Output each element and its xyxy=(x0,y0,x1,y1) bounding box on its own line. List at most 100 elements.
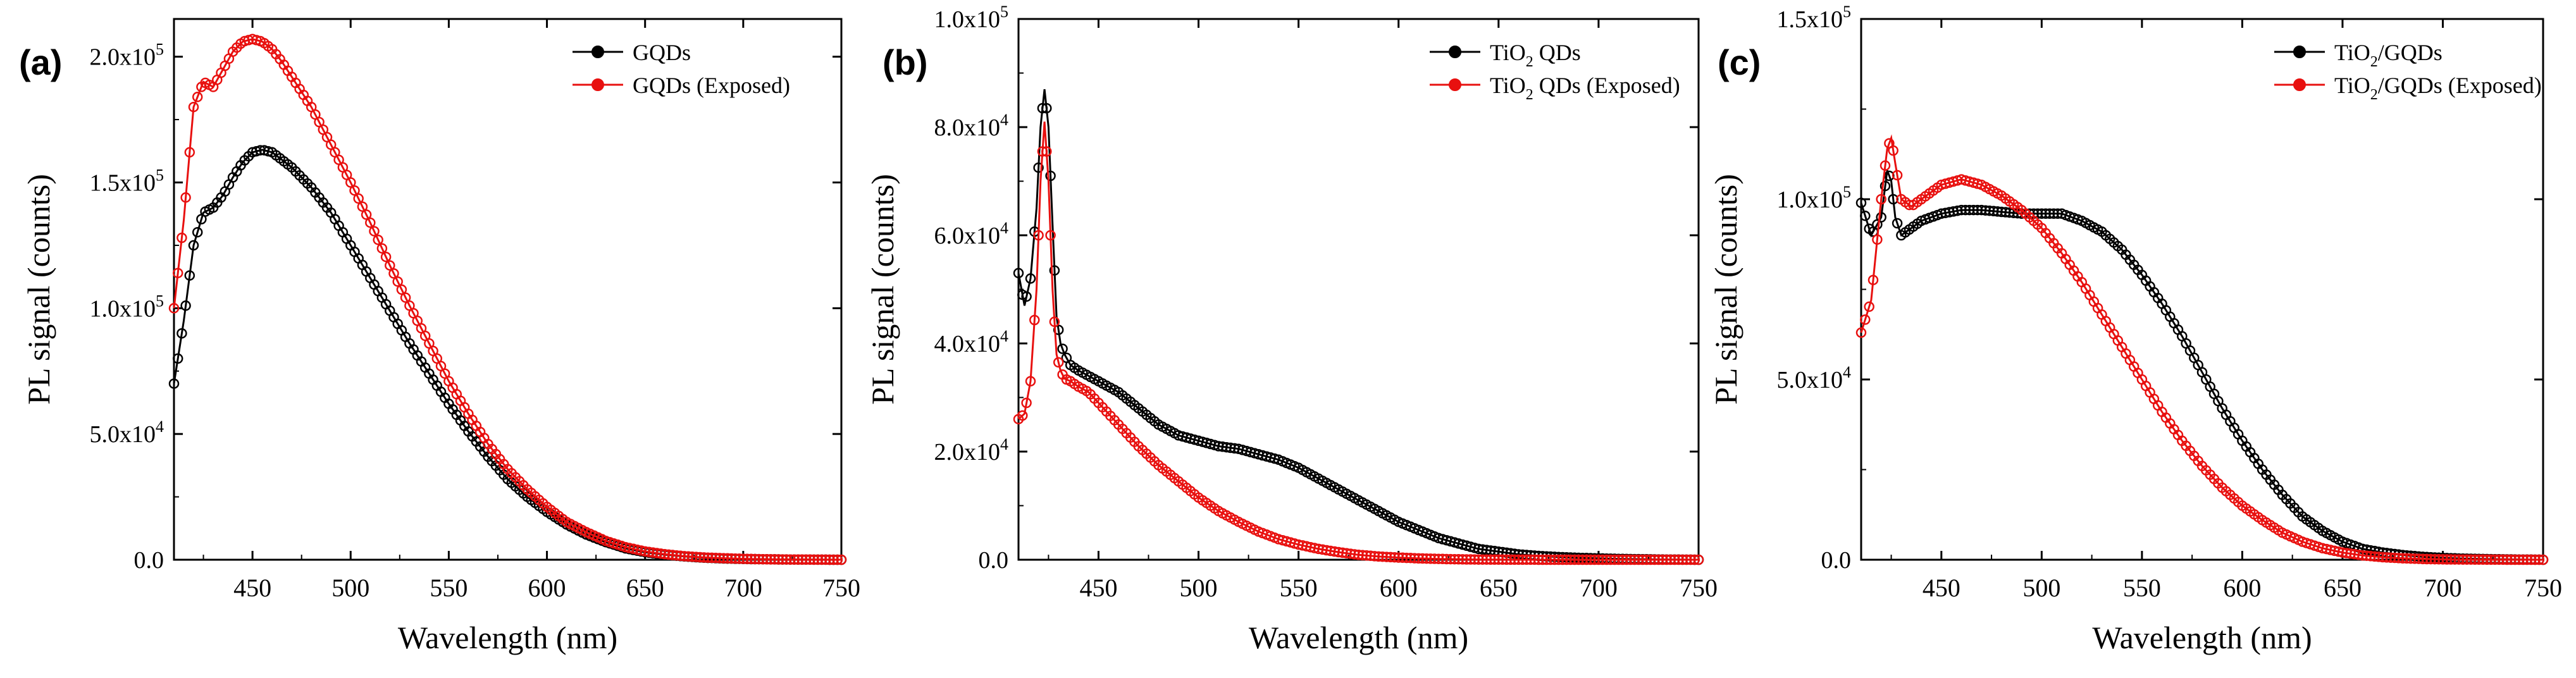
data-point xyxy=(188,240,199,251)
data-point xyxy=(365,217,376,228)
data-point xyxy=(832,554,843,565)
data-point xyxy=(1049,316,1060,328)
data-point xyxy=(652,548,662,558)
data-point xyxy=(1377,551,1388,562)
data-point xyxy=(1653,554,1664,565)
legend-marker xyxy=(1449,78,1461,91)
data-point xyxy=(1860,210,1871,221)
data-point xyxy=(1677,554,1688,565)
x-tick-label: 750 xyxy=(822,574,860,602)
data-point xyxy=(1617,554,1628,565)
data-point xyxy=(2501,554,2513,565)
data-point xyxy=(1892,218,1903,229)
data-point xyxy=(1033,162,1044,173)
data-point xyxy=(353,193,364,204)
data-point xyxy=(2437,554,2448,565)
data-point xyxy=(2518,554,2529,565)
data-point xyxy=(2421,553,2432,565)
data-point xyxy=(1685,554,1696,565)
data-point xyxy=(1417,553,1428,564)
y-tick-label: 1.0x105 xyxy=(934,3,1009,33)
y-tick-label: 0.0 xyxy=(1821,547,1852,574)
x-tick-label: 450 xyxy=(1923,574,1960,602)
data-point xyxy=(388,268,399,279)
data-point xyxy=(1689,554,1700,565)
data-point xyxy=(710,552,721,564)
data-point xyxy=(730,553,741,564)
data-point xyxy=(1421,553,1432,564)
data-point xyxy=(675,550,686,562)
data-point xyxy=(1661,554,1672,565)
chart-panel-0: (a) 450 500 550 600 650 700 750 0.0 5.0x104 1.0x10… xyxy=(19,18,860,655)
y-tick-label: 0.0 xyxy=(979,547,1009,574)
data-point xyxy=(1513,554,1524,565)
legend-entry: TiO2/GQDs xyxy=(2334,40,2443,70)
data-point xyxy=(1369,551,1380,562)
data-point xyxy=(695,552,705,563)
data-point xyxy=(1373,551,1384,562)
data-point xyxy=(349,185,360,196)
data-point xyxy=(1409,553,1420,564)
data-point xyxy=(750,553,760,565)
data-point xyxy=(1021,397,1032,409)
data-point xyxy=(2506,554,2517,565)
x-tick-label: 450 xyxy=(1079,574,1117,602)
data-point xyxy=(1609,554,1620,565)
data-point xyxy=(1585,554,1596,565)
data-point xyxy=(1013,268,1024,279)
data-point xyxy=(659,549,670,560)
data-point xyxy=(168,378,180,389)
data-point xyxy=(176,328,187,339)
data-point xyxy=(777,554,788,565)
data-point xyxy=(2474,554,2484,565)
data-point xyxy=(184,147,195,158)
data-point xyxy=(2417,553,2429,565)
data-point xyxy=(192,92,203,102)
y-tick-label: 5.0x104 xyxy=(90,417,164,448)
data-point xyxy=(2381,552,2392,563)
data-point xyxy=(1557,554,1568,565)
data-point xyxy=(2445,554,2456,565)
data-point xyxy=(1489,554,1500,565)
data-point xyxy=(1385,552,1396,563)
data-point xyxy=(2433,554,2444,565)
data-point xyxy=(761,554,772,565)
data-point xyxy=(1545,554,1556,565)
plot-frame xyxy=(1860,18,2544,561)
data-point xyxy=(1477,554,1488,565)
legend-entry: TiO2 QDs (Exposed) xyxy=(1490,73,1680,103)
data-point xyxy=(376,243,388,254)
data-point xyxy=(773,554,784,565)
data-point xyxy=(1888,145,1898,156)
y-tick-label: 2.0x105 xyxy=(90,40,164,71)
data-point xyxy=(1365,550,1376,562)
data-point xyxy=(663,549,674,560)
data-point xyxy=(1529,554,1540,565)
data-point xyxy=(1405,553,1416,564)
data-point xyxy=(2405,553,2416,564)
y-tick-label: 1.0x105 xyxy=(1777,183,1852,213)
data-point xyxy=(1057,343,1068,354)
data-point xyxy=(679,551,690,562)
data-point xyxy=(2522,554,2532,565)
data-point xyxy=(1605,554,1616,565)
series-0 xyxy=(1855,170,2549,565)
legend-marker xyxy=(2293,78,2306,91)
data-point xyxy=(176,232,187,243)
series-line xyxy=(1017,89,1699,561)
data-point xyxy=(1053,324,1064,335)
data-point xyxy=(2393,553,2404,564)
data-point xyxy=(1577,554,1588,565)
data-point xyxy=(1045,170,1056,182)
data-point xyxy=(1956,204,1967,216)
data-point xyxy=(1888,194,1898,205)
data-point xyxy=(168,303,180,314)
data-point xyxy=(2477,554,2489,565)
x-tick-label: 600 xyxy=(1380,574,1418,602)
data-point xyxy=(396,284,407,295)
data-point xyxy=(1045,230,1056,241)
data-point xyxy=(2486,554,2496,565)
data-point xyxy=(1437,553,1448,565)
data-point xyxy=(1353,550,1364,560)
